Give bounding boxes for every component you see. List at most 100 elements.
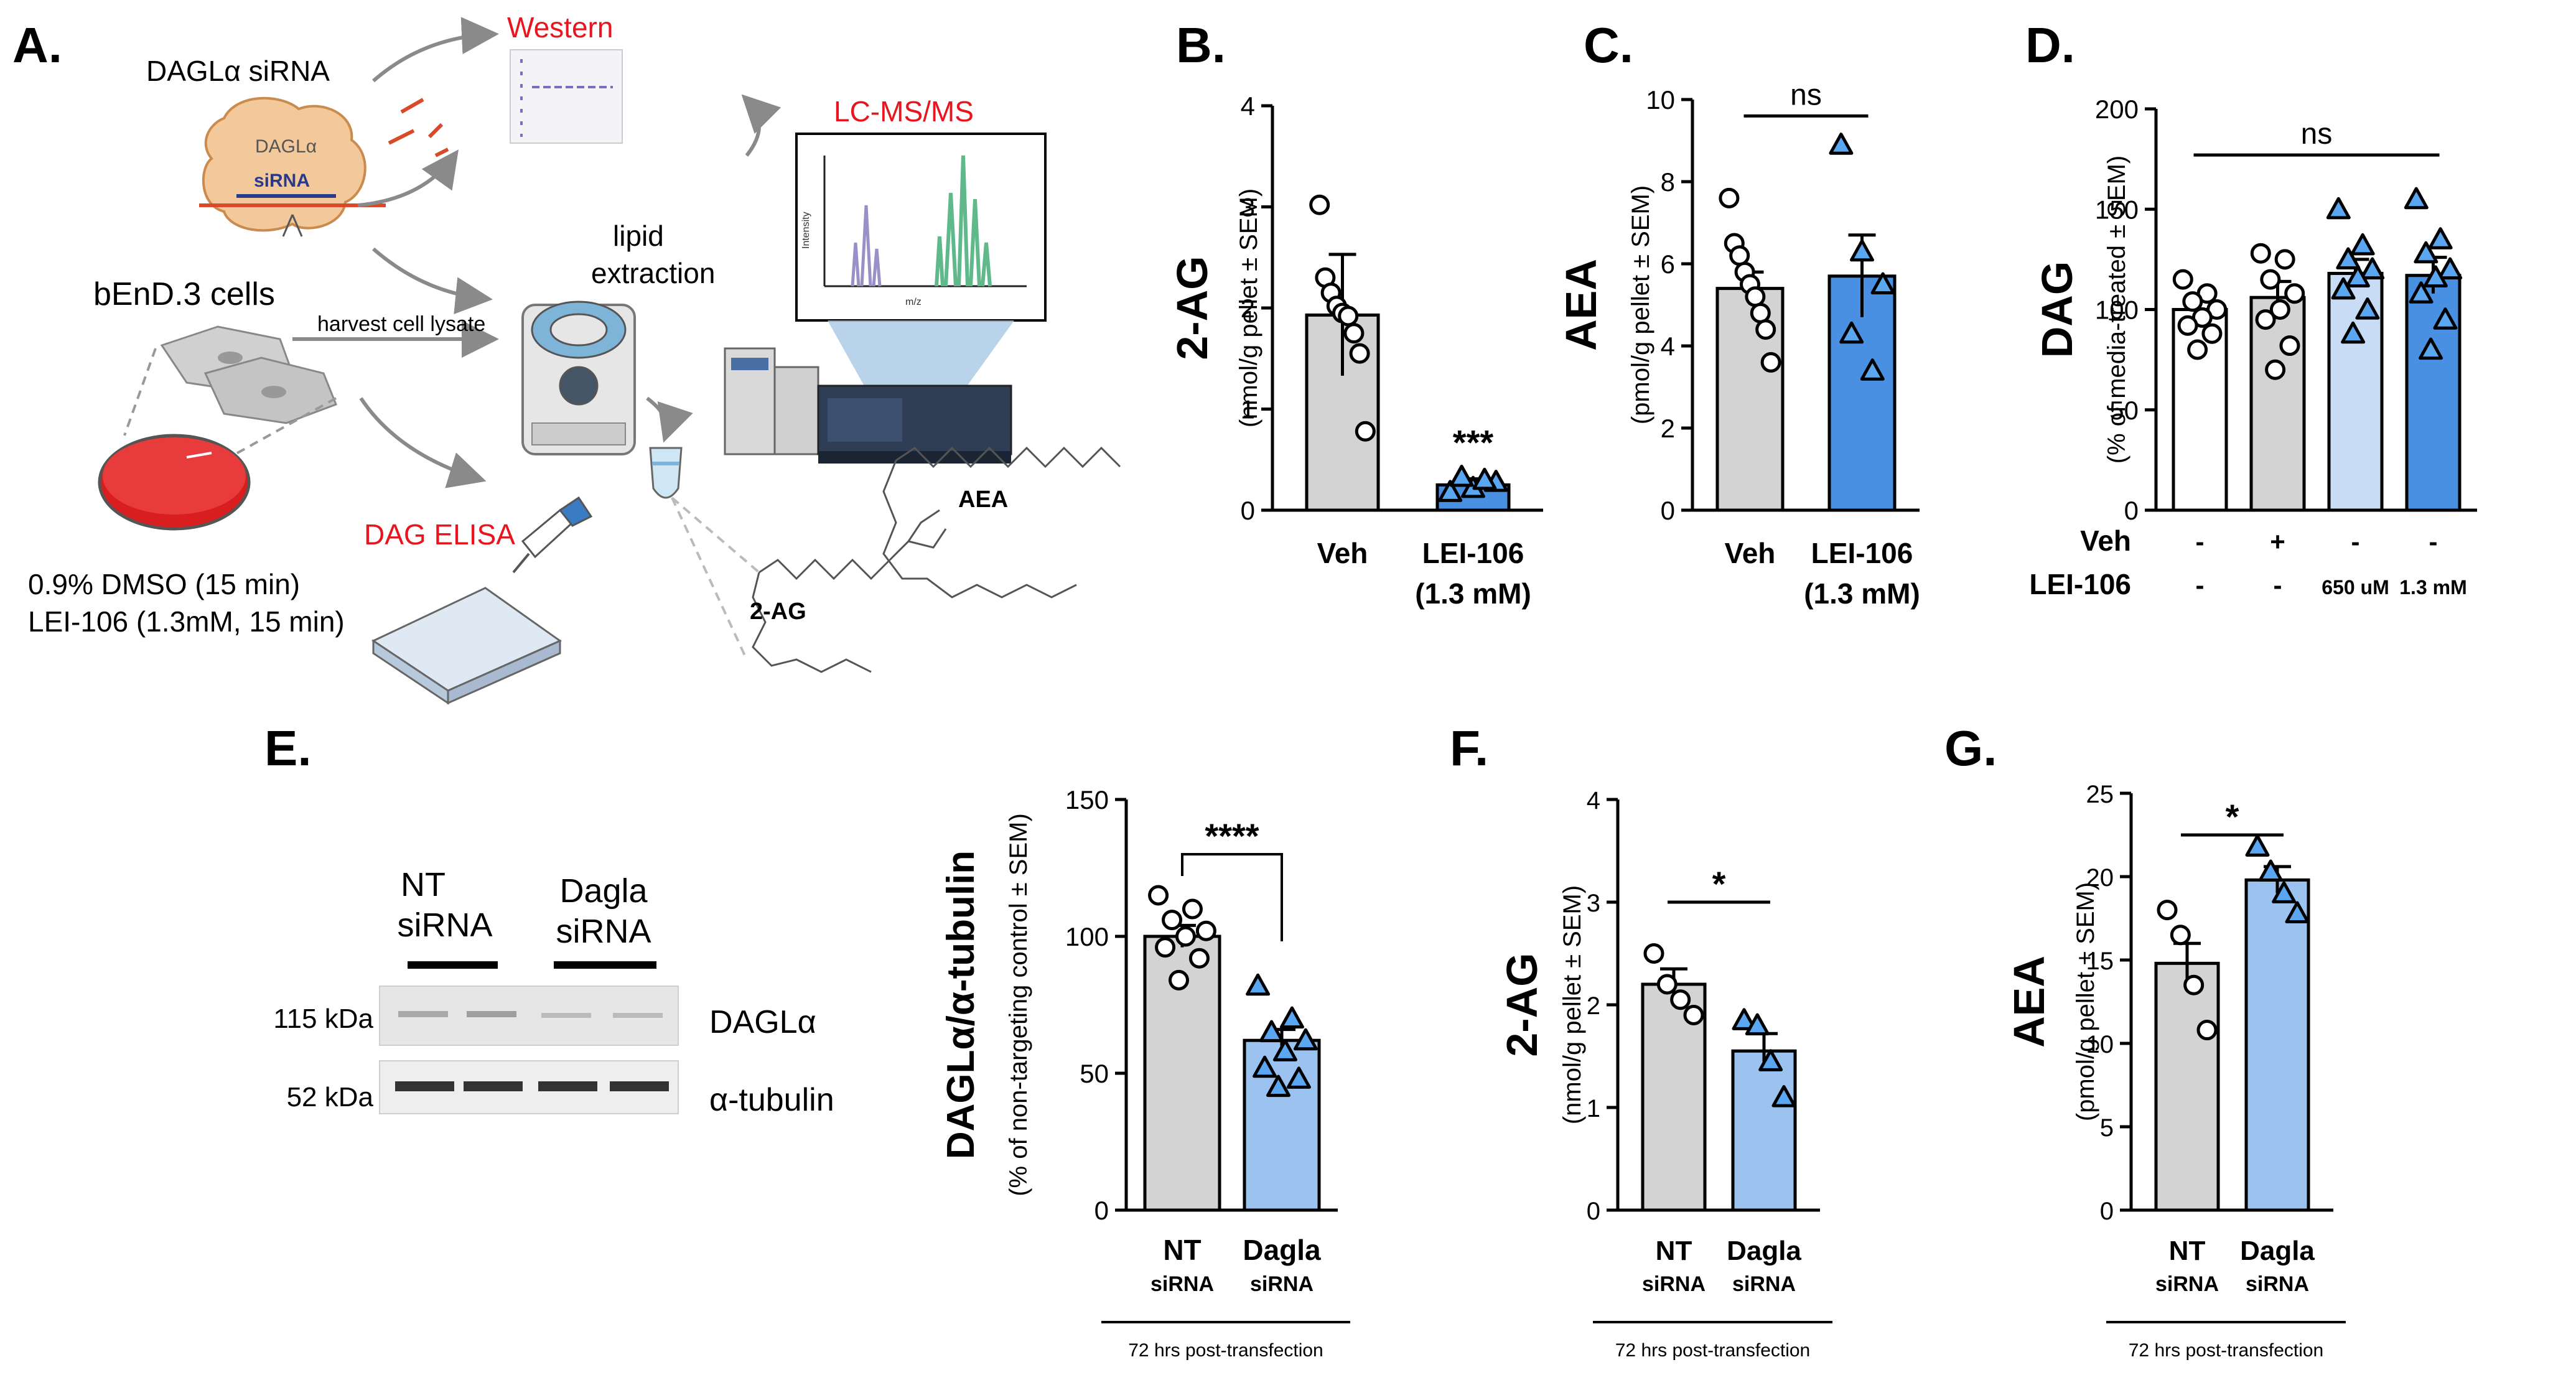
- row-label: LEI-106: [2029, 568, 2131, 600]
- data-point: [1155, 937, 1176, 958]
- data-point: [2360, 257, 2385, 280]
- data-point: [1755, 319, 1776, 340]
- panel-a-letter: A.: [12, 17, 62, 73]
- y-tick-label: 100: [2095, 296, 2139, 325]
- y-tick-label: 3: [1587, 890, 1600, 917]
- y-axis-subtitle: (pmol/g pellet ± SEM): [1627, 185, 1654, 424]
- x-category-label: NT: [1163, 1234, 1201, 1266]
- data-point: [1758, 1049, 1783, 1071]
- significance-label: *: [1712, 864, 1726, 903]
- significance-label: ns: [2301, 118, 2333, 151]
- data-point: [1683, 1005, 1704, 1025]
- data-point: [1449, 464, 1474, 487]
- data-point: [2423, 265, 2448, 287]
- y-tick-label: 100: [1065, 922, 1109, 951]
- data-point: [1188, 948, 1210, 969]
- row-cell: -: [2274, 571, 2282, 600]
- data-point: [1745, 1013, 1770, 1036]
- y-axis-title: 2-AG: [1498, 953, 1546, 1056]
- pipette-icon: [512, 496, 593, 574]
- western-blot-icon: [510, 49, 623, 144]
- data-point: [2350, 233, 2375, 256]
- significance-label: ****: [1205, 816, 1259, 855]
- tubulin-band: [464, 1081, 523, 1091]
- panel-letter: G.: [1944, 720, 1997, 776]
- aea-molecule-label: AEA: [958, 487, 1008, 513]
- y-tick-label: 0: [2100, 1198, 2114, 1225]
- data-point: [2250, 243, 2271, 264]
- data-point: [1182, 898, 1203, 920]
- y-tick-label: 0: [1587, 1198, 1600, 1225]
- chart-panel-b: B. 2-AG (nmol/g pellet ± SEM) 0 1 2 3 4 Veh LEI-1…: [1168, 17, 1543, 610]
- aea-molecule-icon: [882, 446, 1121, 599]
- x-category-sublabel: siRNA: [1642, 1272, 1706, 1296]
- data-point: [2336, 247, 2361, 269]
- x-category-sublabel: siRNA: [1732, 1272, 1796, 1296]
- x-category-label: Veh: [1317, 537, 1368, 569]
- data-point: [1656, 974, 1678, 995]
- y-tick-label: 200: [2095, 95, 2139, 124]
- dagla-protein-label: DAGLα: [255, 136, 317, 157]
- data-point: [2245, 834, 2270, 857]
- significance-label: *: [2226, 797, 2239, 836]
- chart-panel-c: C. AEA (pmol/g pellet ± SEM) 0 2 4 6 8 10 Veh LEI-…: [1557, 17, 1920, 610]
- data-point: [2196, 1020, 2218, 1041]
- dagl-sirna-label: DAGLα siRNA: [146, 55, 330, 87]
- dagla-band: [541, 1013, 591, 1018]
- spectrum-cone: [828, 320, 1014, 398]
- spectrum-box: Intensity m/z: [795, 133, 1047, 322]
- petri-dish-icon: [98, 348, 337, 531]
- y-axis-subtitle: (nmol/g pellet ± SEM): [1559, 885, 1586, 1124]
- y-axis-title: DAG: [2033, 261, 2081, 358]
- tubulin-band: [610, 1081, 669, 1091]
- tubulin-band: [538, 1081, 597, 1091]
- western-label: Western: [507, 11, 613, 44]
- significance-label: ***: [1453, 423, 1494, 462]
- ms-instrument-icon: [724, 347, 1012, 464]
- y-tick-label: 8: [1661, 167, 1675, 197]
- blot-group2-line2: siRNA: [556, 913, 651, 950]
- y-tick-label: 4: [1241, 91, 1255, 121]
- data-point: [1643, 943, 1664, 964]
- x-category-label: LEI-106: [1811, 537, 1913, 569]
- blot-group2-line1: Dagla: [559, 872, 648, 910]
- data-point: [1338, 305, 1359, 327]
- panel-a-schematic: A. DAGLα siRNA DAGLα siRNA Western: [12, 11, 1121, 705]
- y-tick-label: 2: [1587, 992, 1600, 1020]
- x-category-sublabel: siRNA: [1150, 1272, 1214, 1296]
- data-point: [2183, 974, 2205, 995]
- data-point: [1309, 194, 1330, 215]
- data-point: [1162, 910, 1183, 931]
- y-tick-label: 1: [1241, 395, 1255, 424]
- band1-kda: 115 kDa: [273, 1004, 373, 1034]
- tubulin-band: [395, 1081, 454, 1091]
- x-category-label: LEI-106: [1422, 537, 1524, 569]
- blot-group1-line2: siRNA: [397, 907, 492, 944]
- data-point: [1750, 302, 1771, 324]
- x-category-label: Dagla: [2240, 1236, 2315, 1266]
- x-category-sublabel: siRNA: [2246, 1272, 2309, 1296]
- chart-panel-g: G. AEA (pmol/g pellet ± SEM) 0 5 10 15 20 25 NT si…: [1944, 720, 2346, 1361]
- data-point: [1169, 969, 1190, 990]
- row-cell: -: [2351, 527, 2360, 556]
- y-axis-title: 2-AG: [1168, 256, 1216, 360]
- x-category-label: NT: [1656, 1236, 1692, 1266]
- data-point: [1195, 920, 1216, 941]
- data-point: [2279, 335, 2300, 357]
- data-point: [1349, 343, 1370, 364]
- footnote-label: 72 hrs post-transfection: [2129, 1340, 2324, 1361]
- y-tick-label: 6: [1661, 249, 1675, 279]
- y-tick-label: 1: [1587, 1095, 1600, 1122]
- workflow-arrows: [292, 17, 782, 488]
- data-point: [2172, 269, 2193, 290]
- sirna-protein-label: siRNA: [254, 170, 310, 191]
- data-point: [1732, 1008, 1757, 1030]
- data-point: [2414, 241, 2438, 264]
- data-point: [2274, 249, 2295, 270]
- 2ag-molecule-label: 2-AG: [750, 599, 806, 625]
- y-axis-title: DAGLα/α-tubulin: [940, 851, 982, 1159]
- data-point: [1729, 245, 1750, 266]
- y-tick-label: 10: [2086, 1031, 2114, 1058]
- blot-group1-line1: NT: [401, 866, 446, 903]
- y-tick-label: 4: [1587, 787, 1600, 814]
